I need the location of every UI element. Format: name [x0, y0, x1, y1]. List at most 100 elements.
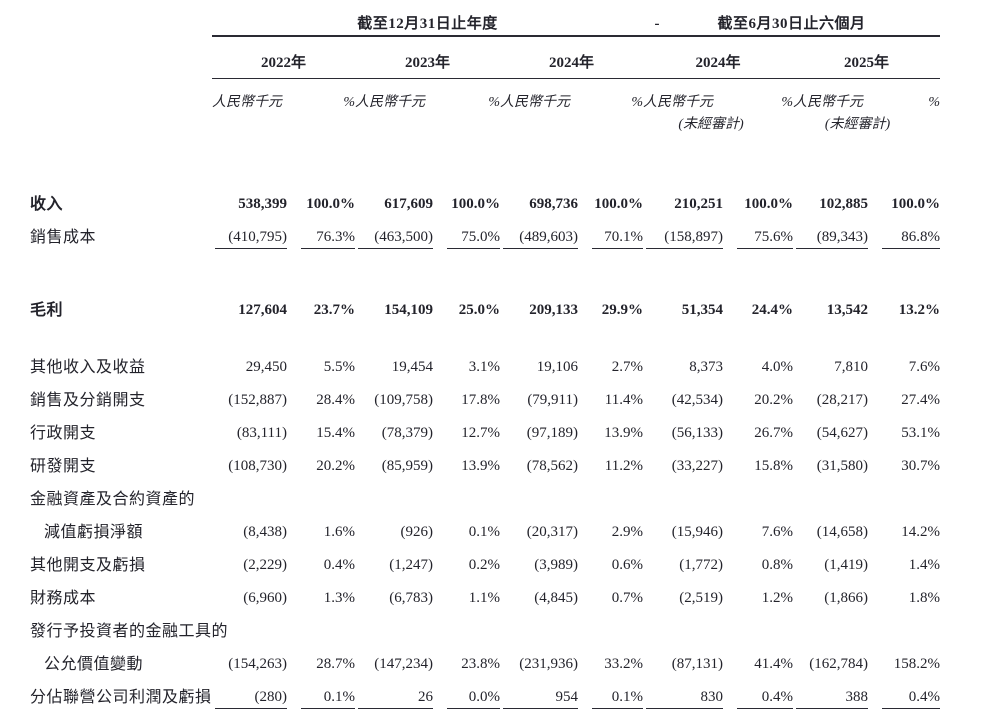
percent-value: [578, 483, 643, 516]
amount-value: [212, 615, 287, 648]
table-row: 財務成本 (6,960) 1.3% (6,783) 1.1% (4,845) 0.7% (2,…: [30, 582, 940, 615]
amount-value: 26: [355, 681, 433, 714]
amount-value: (78,379): [381, 425, 433, 441]
table-row: 研發開支 (108,730) 20.2% (85,959) 13.9% (78,562) 1…: [30, 450, 940, 483]
percent-value: 0.0%: [433, 681, 500, 714]
amount-value: (54,627): [816, 425, 868, 441]
amount-value: (78,562): [526, 458, 578, 474]
row-label: 公允價值變動: [44, 656, 144, 673]
amount-value: (83,111): [236, 425, 287, 441]
percent-value: [723, 483, 793, 516]
unit-label: 人民幣千元: [355, 95, 425, 110]
table-section-header-row: 截至12月31日止年度 截至6月30日止六個月: [30, 14, 940, 37]
percent-value: 0.4%: [323, 557, 355, 573]
amount-value: [355, 615, 433, 648]
row-label: 發行予投資者的金融工具的: [30, 623, 229, 640]
unit-header-group-2022: 人民幣千元 %: [212, 79, 355, 113]
amount-value: [500, 615, 578, 648]
amount-value: 127,604: [238, 302, 287, 318]
percent-label: %: [781, 95, 793, 110]
percent-value: 28.4%: [316, 392, 355, 408]
percent-value: [723, 615, 793, 648]
percent-value: 0.1%: [578, 681, 643, 714]
year-header-2025-interim: 2025年: [793, 37, 940, 79]
percent-value: 76.3%: [287, 221, 355, 254]
amount-value: (280): [212, 681, 287, 714]
amount-value: [793, 483, 868, 516]
percent-value: 14.2%: [901, 524, 940, 540]
percent-value: 41.4%: [754, 656, 793, 672]
amount-value: (3,989): [534, 557, 578, 573]
percent-value: 158.2%: [893, 656, 940, 672]
amount-value: (79,911): [527, 392, 578, 408]
percent-value: 26.7%: [754, 425, 793, 441]
amount-value: (162,784): [809, 656, 868, 672]
row-label: 財務成本: [30, 590, 97, 607]
amount-value: (108,730): [228, 458, 287, 474]
unit-label: 人民幣千元: [643, 95, 713, 110]
percent-value: 27.4%: [901, 392, 940, 408]
percent-value: 0.2%: [468, 557, 500, 573]
amount-value: [793, 615, 868, 648]
row-label: 行政開支: [30, 425, 97, 442]
amount-value: 617,609: [384, 196, 433, 212]
amount-value: [643, 615, 723, 648]
unit-header-group-2024: 人民幣千元 %: [500, 79, 643, 113]
percent-value: 4.0%: [761, 359, 793, 375]
percent-value: 1.3%: [323, 590, 355, 606]
year-header-2024: 2024年: [500, 37, 643, 79]
percent-value: 15.8%: [754, 458, 793, 474]
row-label: 分佔聯營公司利潤及虧損: [30, 689, 212, 706]
percent-value: 75.6%: [723, 221, 793, 254]
percent-value: [868, 615, 940, 648]
amount-value: (154,263): [228, 656, 287, 672]
amount-value: (147,234): [374, 656, 433, 672]
percent-value: 2.9%: [611, 524, 643, 540]
table-row: 發行予投資者的金融工具的: [30, 615, 940, 648]
amount-value: (85,959): [381, 458, 433, 474]
percent-value: 0.7%: [611, 590, 643, 606]
amount-value: 388: [793, 681, 868, 714]
percent-value: 15.4%: [316, 425, 355, 441]
amount-value: (1,247): [389, 557, 433, 573]
percent-value: 11.2%: [604, 458, 643, 474]
amount-value: [643, 483, 723, 516]
table-row: 其他開支及虧損 (2,229) 0.4% (1,247) 0.2% (3,989) 0.6%…: [30, 549, 940, 582]
unaudited-note-2024-interim: (未經審計): [678, 117, 744, 132]
amount-value: 698,736: [529, 196, 578, 212]
table-row: 金融資產及合約資產的: [30, 483, 940, 516]
table-body: 收入 538,399 100.0% 617,609 100.0% 698,736 100.0…: [30, 188, 940, 714]
amount-value: (56,133): [671, 425, 723, 441]
row-spacer: [30, 327, 940, 351]
percent-value: 33.2%: [604, 656, 643, 672]
amount-value: (31,580): [816, 458, 868, 474]
amount-value: 830: [643, 681, 723, 714]
percent-value: 3.1%: [468, 359, 500, 375]
percent-value: 20.2%: [316, 458, 355, 474]
percent-value: 75.0%: [433, 221, 500, 254]
amount-value: (1,419): [824, 557, 868, 573]
row-label: 其他開支及虧損: [30, 557, 146, 574]
amount-value: 19,106: [536, 359, 578, 375]
amount-value: (8,438): [243, 524, 287, 540]
percent-value: 1.2%: [761, 590, 793, 606]
unit-header-group-2025-interim: 人民幣千元 %: [793, 79, 940, 113]
percent-value: 23.7%: [313, 302, 355, 318]
percent-value: [287, 615, 355, 648]
row-label: 銷售及分銷開支: [30, 392, 146, 409]
row-label: 研發開支: [30, 458, 97, 475]
row-label: 金融資產及合約資產的: [30, 491, 196, 508]
percent-value: 23.8%: [461, 656, 500, 672]
row-label: 其他收入及收益: [30, 359, 146, 376]
amount-value: 51,354: [681, 302, 723, 318]
amount-value: (158,897): [643, 221, 723, 254]
percent-value: 0.6%: [611, 557, 643, 573]
percent-value: 7.6%: [761, 524, 793, 540]
amount-value: (1,772): [679, 557, 723, 573]
percent-value: 7.6%: [908, 359, 940, 375]
amount-value: (87,131): [671, 656, 723, 672]
percent-value: 12.7%: [461, 425, 500, 441]
percent-value: 0.4%: [868, 681, 940, 714]
section-annual-title: 截至12月31日止年度: [212, 14, 643, 37]
amount-value: (42,534): [671, 392, 723, 408]
